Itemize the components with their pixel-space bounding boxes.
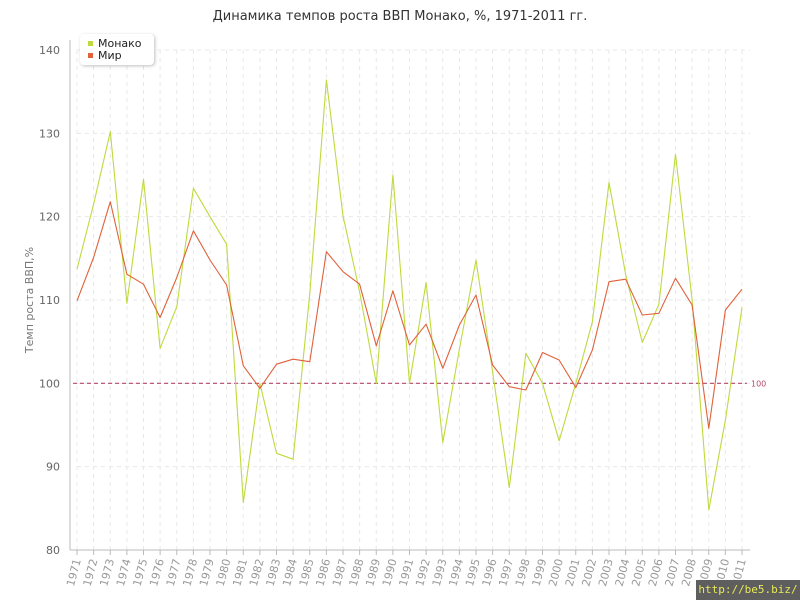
y-tick-label: 120 [39,211,60,224]
watermark-link[interactable]: http://be5.biz/ [696,580,800,600]
legend-item-monaco[interactable]: Монако [88,37,142,50]
legend: Монако Мир [80,34,154,65]
y-axis-title: Темп роста ВВП,% [23,247,36,354]
legend-label-monaco: Монако [98,37,142,50]
y-tick-label: 90 [46,461,60,474]
series-line-monaco [76,79,743,511]
y-tick-label: 100 [39,377,60,390]
y-tick-label: 130 [39,127,60,140]
legend-item-world[interactable]: Мир [88,49,122,62]
y-tick-label: 80 [46,544,60,557]
axis-layer [69,40,750,555]
y-tick-label: 140 [39,44,60,57]
legend-swatch-world [88,52,93,58]
legend-swatch-monaco [88,40,93,46]
reference-line-label: 100 [751,379,766,388]
series-line-world [76,201,743,429]
legend-label-world: Мир [98,49,122,62]
y-tick-label: 110 [39,294,60,307]
chart-title: Динамика темпов роста ВВП Монако, %, 197… [212,9,588,24]
series-layer [76,79,743,511]
